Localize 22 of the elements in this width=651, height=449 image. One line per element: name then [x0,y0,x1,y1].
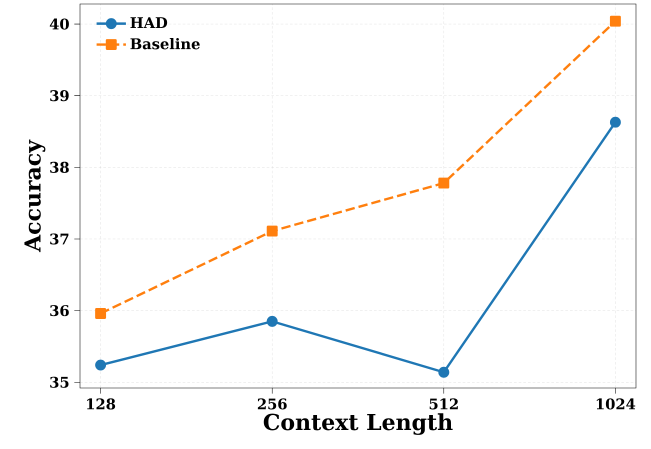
y-axis-title: Accuracy [24,140,46,252]
x-tick-label: 512 [430,398,458,410]
point [438,366,450,378]
y-tick-label: 36 [50,305,69,316]
x-tick-label: 1024 [596,398,636,410]
y-tick-label: 40 [50,18,69,30]
point [610,116,621,128]
point [266,316,278,327]
point [438,178,450,189]
y-tick-label: 35 [50,376,68,388]
point [610,16,621,27]
point [95,360,106,371]
x-tick-label: 128 [87,398,116,410]
x-axis-title: Context Length [264,413,453,435]
y-tick-label: 38 [50,162,69,173]
point [266,226,278,237]
x-tick-label: 256 [258,398,287,410]
legend-label: Baseline [130,38,200,50]
point [95,308,106,319]
legend-label: HAD [130,17,168,28]
y-tick-label: 39 [50,90,69,102]
y-tick-label: 37 [50,233,68,245]
